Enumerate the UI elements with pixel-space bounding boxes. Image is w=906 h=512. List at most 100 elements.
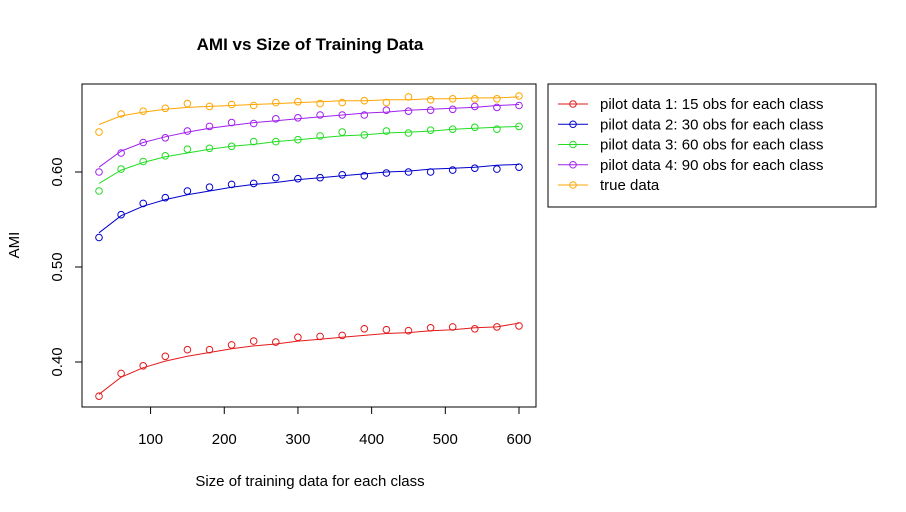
x-tick-label: 500 xyxy=(433,431,458,448)
series-5-point xyxy=(404,93,413,101)
series-2-point xyxy=(249,179,258,188)
series-3-point xyxy=(404,129,413,137)
series-3-point xyxy=(139,157,147,166)
series-3-point xyxy=(448,125,457,133)
y-tick-label: 0.50 xyxy=(49,252,66,281)
legend-point-swatch xyxy=(569,160,577,169)
legend-point-swatch xyxy=(569,120,577,129)
x-axis-label: Size of training data for each class xyxy=(195,473,424,490)
series-4 xyxy=(95,101,523,176)
series-4-point xyxy=(316,111,324,119)
series-5-point xyxy=(316,99,324,108)
series-4-point xyxy=(471,102,479,111)
series-1-point xyxy=(448,323,457,331)
series-4-point xyxy=(249,119,258,128)
series-3-point xyxy=(515,122,523,131)
series-2-point xyxy=(139,199,147,208)
legend-item: pilot data 3: 60 obs for each class xyxy=(558,137,823,154)
series-1-point xyxy=(426,324,435,332)
series-1-point xyxy=(316,332,324,341)
series-3-point xyxy=(338,128,347,136)
legend-point-swatch xyxy=(569,100,577,108)
series-5-point xyxy=(139,107,147,115)
y-tick-label: 0.40 xyxy=(49,347,66,376)
series-3-point xyxy=(316,132,324,140)
series-3-point xyxy=(382,127,391,135)
series-1-fit-line xyxy=(98,322,520,395)
series-layer xyxy=(95,92,523,401)
series-2-point xyxy=(117,210,125,219)
series-1-point xyxy=(227,341,236,349)
series-5-point xyxy=(493,95,501,103)
series-1-point xyxy=(515,322,523,330)
legend-label: pilot data 3: 60 obs for each class xyxy=(600,137,823,154)
legend: pilot data 1: 15 obs for each class pilot… xyxy=(547,83,877,208)
series-4-point xyxy=(426,106,435,114)
legend-label: pilot data 2: 30 obs for each class xyxy=(600,116,823,133)
series-2-point xyxy=(272,173,280,182)
series-2-point xyxy=(227,180,236,189)
series-3-point xyxy=(117,165,125,173)
series-1-point xyxy=(205,345,214,354)
x-tick-label: 600 xyxy=(506,431,531,448)
series-4-point xyxy=(205,122,214,131)
series-1-point xyxy=(117,369,125,378)
series-2-point xyxy=(294,174,302,183)
series-4-point xyxy=(493,103,501,112)
series-5-point xyxy=(227,100,236,109)
series-2-point xyxy=(515,163,523,171)
y-tick-label: 0.60 xyxy=(49,157,66,186)
series-4-point xyxy=(515,101,523,110)
series-4-point xyxy=(404,107,413,115)
legend-label: pilot data 1: 15 obs for each class xyxy=(600,96,823,113)
series-4-point xyxy=(227,118,236,127)
series-5-point xyxy=(294,97,302,106)
series-5-point xyxy=(272,98,280,107)
x-tick-label: 400 xyxy=(359,431,384,448)
series-1-point xyxy=(95,392,103,401)
series-4-point xyxy=(95,168,103,176)
series-3-point xyxy=(426,126,435,134)
series-1-point xyxy=(139,362,147,370)
series-2 xyxy=(95,163,523,242)
legend-box xyxy=(547,83,877,208)
legend-point-swatch xyxy=(569,181,577,189)
series-4-point xyxy=(448,105,457,114)
legend-item: pilot data 1: 15 obs for each class xyxy=(558,96,823,113)
plot-frame xyxy=(81,83,537,408)
series-1-point xyxy=(382,325,391,334)
x-tick-label: 200 xyxy=(212,431,237,448)
series-3-point xyxy=(360,131,369,139)
series-1-point xyxy=(183,345,192,354)
series-2-point xyxy=(471,164,479,172)
y-axis: 0.40 0.50 0.60 xyxy=(49,157,83,377)
series-3-point xyxy=(294,135,302,144)
series-4-point xyxy=(294,114,302,122)
y-axis-label: AMI xyxy=(6,232,23,259)
series-4-point xyxy=(382,106,391,114)
series-5-point xyxy=(249,101,258,110)
series-2-point xyxy=(183,187,192,195)
legend-item: pilot data 2: 30 obs for each class xyxy=(558,116,823,133)
series-1-point xyxy=(360,325,369,333)
series-3-point xyxy=(95,187,103,195)
series-5-point xyxy=(360,96,369,105)
series-2-point xyxy=(161,193,170,202)
series-3-point xyxy=(205,144,214,153)
series-3-point xyxy=(161,152,170,160)
series-1-point xyxy=(294,333,302,342)
series-5-point xyxy=(183,99,192,108)
series-2-point xyxy=(316,173,324,182)
series-4-point xyxy=(183,127,192,135)
series-4-point xyxy=(272,115,280,123)
series-5-point xyxy=(161,104,170,113)
series-2-point xyxy=(493,165,501,173)
series-5-point xyxy=(515,92,523,100)
series-5 xyxy=(95,92,523,136)
series-1-point xyxy=(161,352,170,361)
series-4-point xyxy=(360,111,369,119)
series-5-point xyxy=(338,98,347,107)
series-1-point xyxy=(493,323,501,331)
series-3-point xyxy=(272,137,280,146)
